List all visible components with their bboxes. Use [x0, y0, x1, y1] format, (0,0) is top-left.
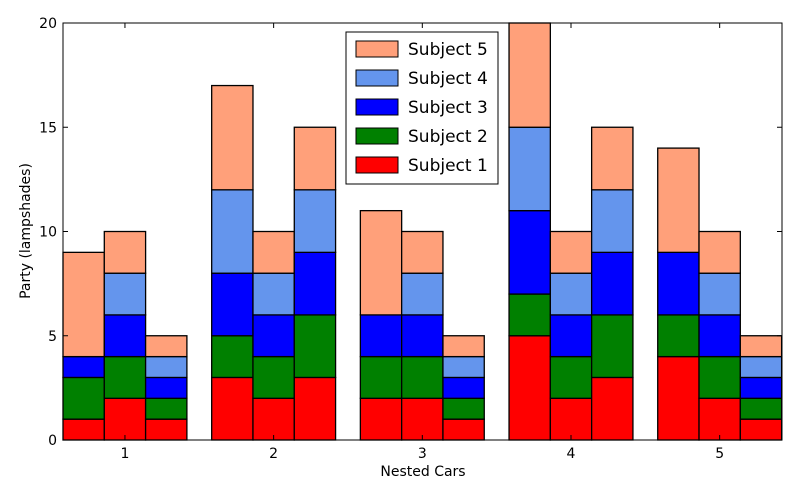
bar-segment-group2-bar1-subject5 [211, 84, 254, 191]
bar-segment-group5-bar1-subject1 [657, 355, 700, 441]
bar-segment-group1-bar3-subject4 [144, 355, 188, 379]
bar-segment-group3-bar3-subject5 [442, 335, 485, 358]
bar-segment-group3-bar2-subject5 [401, 230, 444, 274]
bar-segment-group5-bar2-subject2 [698, 355, 741, 399]
bar-segment-group3-bar3-subject4 [442, 355, 485, 379]
bar-segment-group4-bar3-subject3 [590, 251, 634, 316]
legend-swatch-subject5 [355, 40, 399, 58]
bar-segment-group5-bar2-subject5 [698, 230, 741, 274]
bar-segment-group1-bar1-subject2 [62, 376, 105, 420]
bar-segment-group3-bar1-subject3 [359, 314, 403, 358]
bar-segment-group5-bar3-subject5 [739, 335, 783, 358]
bar-segment-group5-bar3-subject1 [739, 418, 783, 441]
bar-segment-group5-bar3-subject3 [739, 376, 783, 399]
bar-segment-group2-bar3-subject1 [293, 376, 337, 441]
bar-segment-group3-bar2-subject3 [401, 314, 444, 358]
bar-segment-group5-bar2-subject3 [698, 314, 741, 358]
bar-segment-group1-bar1-subject5 [62, 251, 105, 358]
y-axis-label: Party (lampshades) [18, 163, 34, 299]
bar-segment-group2-bar3-subject3 [293, 251, 337, 316]
y-tick-label: 0 [48, 433, 57, 449]
bar-segment-group4-bar2-subject2 [549, 355, 593, 399]
ticks-layer: 1 2 3 4 5 0 5 10 15 20 [39, 16, 782, 462]
bar-segment-group5-bar1-subject5 [657, 147, 700, 254]
legend: Subject 5 Subject 4 Subject 3 Subject 2 Subj… [345, 31, 499, 185]
bar-segment-group2-bar3-subject4 [293, 189, 337, 254]
bar-segment-group2-bar2-subject5 [252, 230, 295, 274]
legend-label-subject3: Subject 3 [408, 98, 488, 118]
bar-segment-group5-bar2-subject4 [698, 272, 741, 316]
bar-segment-group4-bar3-subject4 [590, 189, 634, 254]
bar-segment-group4-bar3-subject5 [590, 126, 634, 191]
bar-segment-group2-bar2-subject4 [252, 272, 295, 316]
bar-segment-group4-bar1-subject4 [508, 126, 551, 212]
bar-segment-group3-bar3-subject3 [442, 376, 485, 399]
bar-segment-group2-bar3-subject2 [293, 314, 337, 379]
legend-label-subject2: Subject 2 [408, 127, 488, 147]
bar-segment-group2-bar2-subject3 [252, 314, 295, 358]
bar-segment-group2-bar3-subject5 [293, 126, 337, 191]
x-tick-label: 2 [269, 446, 278, 462]
x-tick-label: 4 [567, 446, 576, 462]
legend-label-subject5: Subject 5 [408, 40, 488, 60]
x-tick-label: 5 [715, 446, 724, 462]
bar-segment-group2-bar2-subject1 [252, 397, 295, 441]
bar-segment-group1-bar1-subject3 [62, 355, 105, 379]
y-tick-label: 10 [39, 225, 57, 241]
bar-segment-group4-bar3-subject2 [590, 314, 634, 379]
legend-swatch-subject4 [355, 69, 399, 87]
bar-segment-group1-bar3-subject2 [144, 397, 188, 420]
bar-segment-group1-bar2-subject5 [103, 230, 147, 274]
x-axis-label: Nested Cars [380, 464, 465, 480]
bar-segment-group3-bar1-subject2 [359, 355, 403, 399]
bar-segment-group3-bar2-subject1 [401, 397, 444, 441]
x-tick-label: 3 [418, 446, 427, 462]
bar-segment-group2-bar1-subject3 [211, 272, 254, 337]
bar-segment-group1-bar2-subject1 [103, 397, 147, 441]
bar-segment-group2-bar1-subject4 [211, 189, 254, 274]
bar-segment-group2-bar1-subject1 [211, 376, 254, 441]
bar-segment-group5-bar2-subject1 [698, 397, 741, 441]
bar-segment-group4-bar1-subject5 [508, 22, 551, 128]
bar-segment-group1-bar2-subject3 [103, 314, 147, 358]
bar-segment-group1-bar2-subject2 [103, 355, 147, 399]
y-tick-label: 20 [39, 16, 57, 32]
bar-segment-group1-bar2-subject4 [103, 272, 147, 316]
bar-segment-group3-bar2-subject4 [401, 272, 444, 316]
bar-segment-group5-bar3-subject4 [739, 355, 783, 379]
bar-segment-group1-bar3-subject5 [144, 335, 188, 358]
y-tick-label: 5 [48, 329, 57, 345]
bar-segment-group3-bar3-subject2 [442, 397, 485, 420]
bar-segment-group4-bar1-subject3 [508, 209, 551, 295]
y-tick-label: 15 [39, 120, 57, 136]
bar-segment-group2-bar1-subject2 [211, 335, 254, 379]
legend-swatch-subject3 [355, 98, 399, 116]
bar-segment-group4-bar3-subject1 [590, 376, 634, 441]
bar-segment-group2-bar2-subject2 [252, 355, 295, 399]
bar-segment-group1-bar3-subject1 [144, 418, 188, 441]
bar-segment-group3-bar1-subject1 [359, 397, 403, 441]
bar-segment-group3-bar2-subject2 [401, 355, 444, 399]
bar-segment-group3-bar1-subject5 [359, 209, 403, 316]
bar-segment-group4-bar1-subject2 [508, 293, 551, 337]
bar-segment-group4-bar2-subject5 [549, 230, 593, 274]
bar-segment-group5-bar1-subject2 [657, 314, 700, 358]
legend-label-subject1: Subject 1 [408, 156, 488, 176]
bar-segment-group1-bar3-subject3 [144, 376, 188, 399]
bar-segment-group3-bar3-subject1 [442, 418, 485, 441]
bar-segment-group1-bar1-subject1 [62, 418, 105, 441]
bar-segment-group4-bar2-subject4 [549, 272, 593, 316]
bar-segment-group5-bar3-subject2 [739, 397, 783, 420]
bar-segment-group4-bar1-subject1 [508, 335, 551, 441]
bar-segment-group4-bar2-subject3 [549, 314, 593, 358]
x-tick-label: 1 [120, 446, 129, 462]
bar-segment-group4-bar2-subject1 [549, 397, 593, 441]
legend-swatch-subject1 [355, 156, 399, 174]
bar-segment-group5-bar1-subject3 [657, 251, 700, 316]
legend-label-subject4: Subject 4 [408, 69, 488, 89]
legend-swatch-subject2 [355, 127, 399, 145]
